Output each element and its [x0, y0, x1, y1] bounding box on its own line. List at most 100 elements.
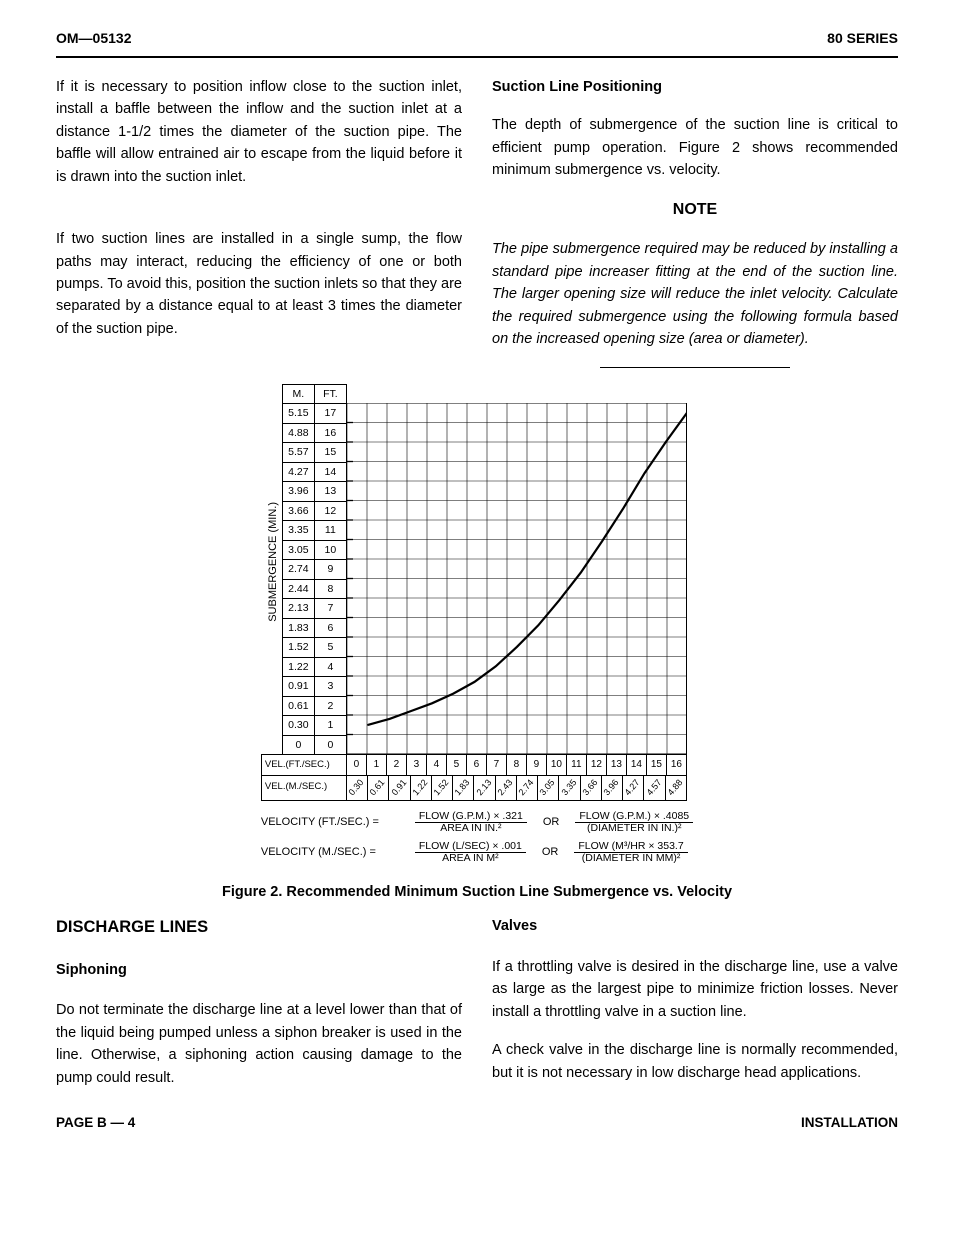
y-value-cell: 2.13	[282, 599, 314, 619]
x-value-cell: 7	[487, 755, 507, 775]
x-value-cell: 11	[567, 755, 587, 775]
y-value-cell: 7	[314, 599, 346, 619]
formula-fraction: FLOW (G.P.M.) × .4085(DIAMETER IN IN.)²	[575, 811, 693, 835]
y-value-cell: 0.30	[282, 716, 314, 736]
y-value-cell: 11	[314, 521, 346, 541]
formula-or: OR	[542, 844, 559, 861]
formula-or: OR	[543, 814, 560, 831]
velocity-formulas: VELOCITY (FT./SEC.) =FLOW (G.P.M.) × .32…	[261, 811, 693, 871]
y-value-cell: 8	[314, 579, 346, 599]
y-value-cell: 4	[314, 657, 346, 677]
x-value-cell: 10	[547, 755, 567, 775]
x-row-ftsec: VEL.(FT./SEC.)012345678910111213141516	[261, 754, 687, 776]
figure-caption: Figure 2. Recommended Minimum Suction Li…	[56, 881, 898, 903]
header-right: 80 SERIES	[827, 28, 898, 50]
x-value-cell: 0.61	[368, 776, 389, 800]
x-value-cell: 6	[467, 755, 487, 775]
column-right: Suction Line Positioning The depth of su…	[492, 76, 898, 376]
x-value-cell: 2	[387, 755, 407, 775]
y-value-cell: 2.74	[282, 560, 314, 580]
formula-row: VELOCITY (FT./SEC.) =FLOW (G.P.M.) × .32…	[261, 811, 693, 835]
x-row-msec: VEL.(M./SEC.)0.300.610.911.221.521.832.1…	[261, 776, 687, 801]
x-value-cell: 13	[607, 755, 627, 775]
footer-left: PAGE B — 4	[56, 1113, 135, 1134]
header-left: OM—05132	[56, 28, 131, 50]
page-header: OM—05132 80 SERIES	[56, 28, 898, 58]
subhead-suction-positioning: Suction Line Positioning	[492, 76, 898, 98]
para-two-suction: If two suction lines are installed in a …	[56, 228, 462, 340]
plot-svg	[347, 403, 687, 754]
para-submergence: The depth of submergence of the suction …	[492, 114, 898, 181]
x-row-label: VEL.(FT./SEC.)	[261, 755, 347, 775]
x-value-cell: 2.43	[496, 776, 517, 800]
y-value-cell: 16	[314, 423, 346, 443]
y-value-cell: 0.91	[282, 677, 314, 697]
x-value-cell: 14	[627, 755, 647, 775]
y-value-cell: 0	[314, 735, 346, 755]
formula-fraction: FLOW (M³/HR × 353.7(DIAMETER IN MM)²	[574, 841, 687, 865]
x-value-cell: 2.13	[474, 776, 495, 800]
page-footer: PAGE B — 4 INSTALLATION	[56, 1113, 898, 1134]
formula-row: VELOCITY (M./SEC.) = FLOW (L/SEC) × .001A…	[261, 841, 693, 865]
note-rule	[600, 367, 790, 368]
y-value-cell: 2	[314, 696, 346, 716]
x-axis-rows: VEL.(FT./SEC.)012345678910111213141516VE…	[261, 754, 687, 801]
x-value-cell: 1	[367, 755, 387, 775]
y-value-cell: 14	[314, 462, 346, 482]
y-value-cell: 9	[314, 560, 346, 580]
section-discharge-lines: DISCHARGE LINES	[56, 915, 462, 941]
subhead-siphoning: Siphoning	[56, 959, 462, 981]
x-value-cell: 9	[527, 755, 547, 775]
subhead-valves: Valves	[492, 915, 898, 937]
x-value-cell: 0	[347, 755, 367, 775]
y-value-cell: 4.88	[282, 423, 314, 443]
y-value-cell: 1.22	[282, 657, 314, 677]
formula-label: VELOCITY (M./SEC.) =	[261, 844, 407, 861]
y-value-cell: 5.57	[282, 443, 314, 463]
note-body: The pipe submergence required may be red…	[492, 238, 898, 350]
x-value-cell: 5	[447, 755, 467, 775]
y-value-cell: 6	[314, 618, 346, 638]
x-value-cell: 1.52	[432, 776, 453, 800]
y-axis-label: SUBMERGENCE (MIN.)	[261, 502, 282, 622]
x-value-cell: 0.91	[389, 776, 410, 800]
x-value-cell: 4.27	[623, 776, 644, 800]
y-value-cell: 13	[314, 482, 346, 502]
y-value-cell: 5	[314, 638, 346, 658]
y-value-cell: 17	[314, 404, 346, 424]
chart-left-block: M.FT.5.15174.88165.57154.27143.96133.661…	[282, 384, 347, 756]
chart-container: SUBMERGENCE (MIN.) M.FT.5.15174.88165.57…	[261, 384, 693, 871]
para-check-valve: A check valve in the discharge line is n…	[492, 1039, 898, 1084]
y-value-cell: 0	[282, 735, 314, 755]
x-value-cell: 1.22	[411, 776, 432, 800]
x-value-cell: 2.74	[517, 776, 538, 800]
lower-columns: DISCHARGE LINES Siphoning Do not termina…	[56, 915, 898, 1105]
x-value-cell: 3	[407, 755, 427, 775]
y-value-cell: 3.66	[282, 501, 314, 521]
column-left: If it is necessary to position inflow cl…	[56, 76, 462, 376]
y-value-cell: 3.96	[282, 482, 314, 502]
x-value-cell: 4	[427, 755, 447, 775]
x-row-label: VEL.(M./SEC.)	[261, 776, 347, 800]
y-value-cell: 12	[314, 501, 346, 521]
x-value-cell: 12	[587, 755, 607, 775]
note-heading: NOTE	[492, 198, 898, 223]
y-value-cell: 10	[314, 540, 346, 560]
y-value-cell: 4.27	[282, 462, 314, 482]
formula-fraction: FLOW (L/SEC) × .001AREA IN M²	[415, 841, 526, 865]
lower-right: Valves If a throttling valve is desired …	[492, 915, 898, 1105]
x-value-cell: 15	[647, 755, 667, 775]
para-throttling: If a throttling valve is desired in the …	[492, 956, 898, 1023]
y-value-cell: 0.61	[282, 696, 314, 716]
x-value-cell: 1.83	[453, 776, 474, 800]
para-siphoning: Do not terminate the discharge line at a…	[56, 999, 462, 1089]
y-value-cell: 1	[314, 716, 346, 736]
x-value-cell: 4.57	[644, 776, 665, 800]
y-value-cell: 3	[314, 677, 346, 697]
lower-left: DISCHARGE LINES Siphoning Do not termina…	[56, 915, 462, 1105]
x-value-cell: 8	[507, 755, 527, 775]
formula-label: VELOCITY (FT./SEC.) =	[261, 814, 407, 831]
y-value-cell: 3.35	[282, 521, 314, 541]
plot-block: VEL.(FT./SEC.)012345678910111213141516VE…	[347, 384, 693, 871]
y-value-cell: 3.05	[282, 540, 314, 560]
